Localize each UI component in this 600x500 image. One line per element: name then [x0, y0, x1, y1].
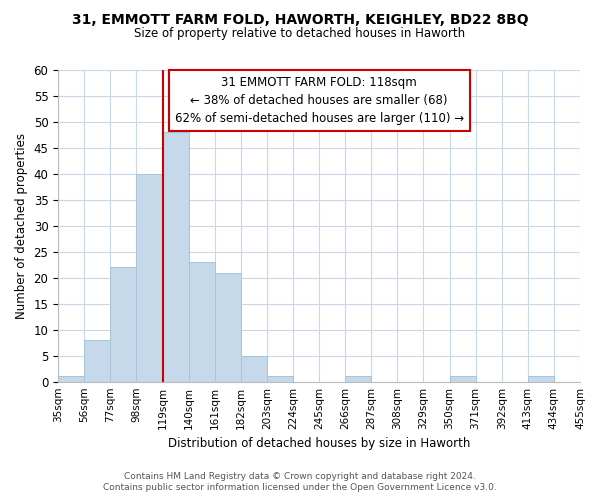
- Bar: [241, 356, 267, 382]
- Bar: [110, 268, 136, 382]
- Text: 31 EMMOTT FARM FOLD: 118sqm
← 38% of detached houses are smaller (68)
62% of sem: 31 EMMOTT FARM FOLD: 118sqm ← 38% of det…: [175, 76, 464, 125]
- Bar: [345, 376, 371, 382]
- Text: Contains HM Land Registry data © Crown copyright and database right 2024.
Contai: Contains HM Land Registry data © Crown c…: [103, 472, 497, 492]
- Bar: [267, 376, 293, 382]
- X-axis label: Distribution of detached houses by size in Haworth: Distribution of detached houses by size …: [168, 437, 470, 450]
- Bar: [528, 376, 554, 382]
- Y-axis label: Number of detached properties: Number of detached properties: [15, 133, 28, 319]
- Text: Size of property relative to detached houses in Haworth: Size of property relative to detached ho…: [134, 28, 466, 40]
- Bar: [580, 376, 600, 382]
- Bar: [163, 132, 188, 382]
- Bar: [188, 262, 215, 382]
- Bar: [58, 376, 84, 382]
- Bar: [449, 376, 476, 382]
- Bar: [136, 174, 163, 382]
- Bar: [215, 272, 241, 382]
- Text: 31, EMMOTT FARM FOLD, HAWORTH, KEIGHLEY, BD22 8BQ: 31, EMMOTT FARM FOLD, HAWORTH, KEIGHLEY,…: [71, 12, 529, 26]
- Bar: [84, 340, 110, 382]
